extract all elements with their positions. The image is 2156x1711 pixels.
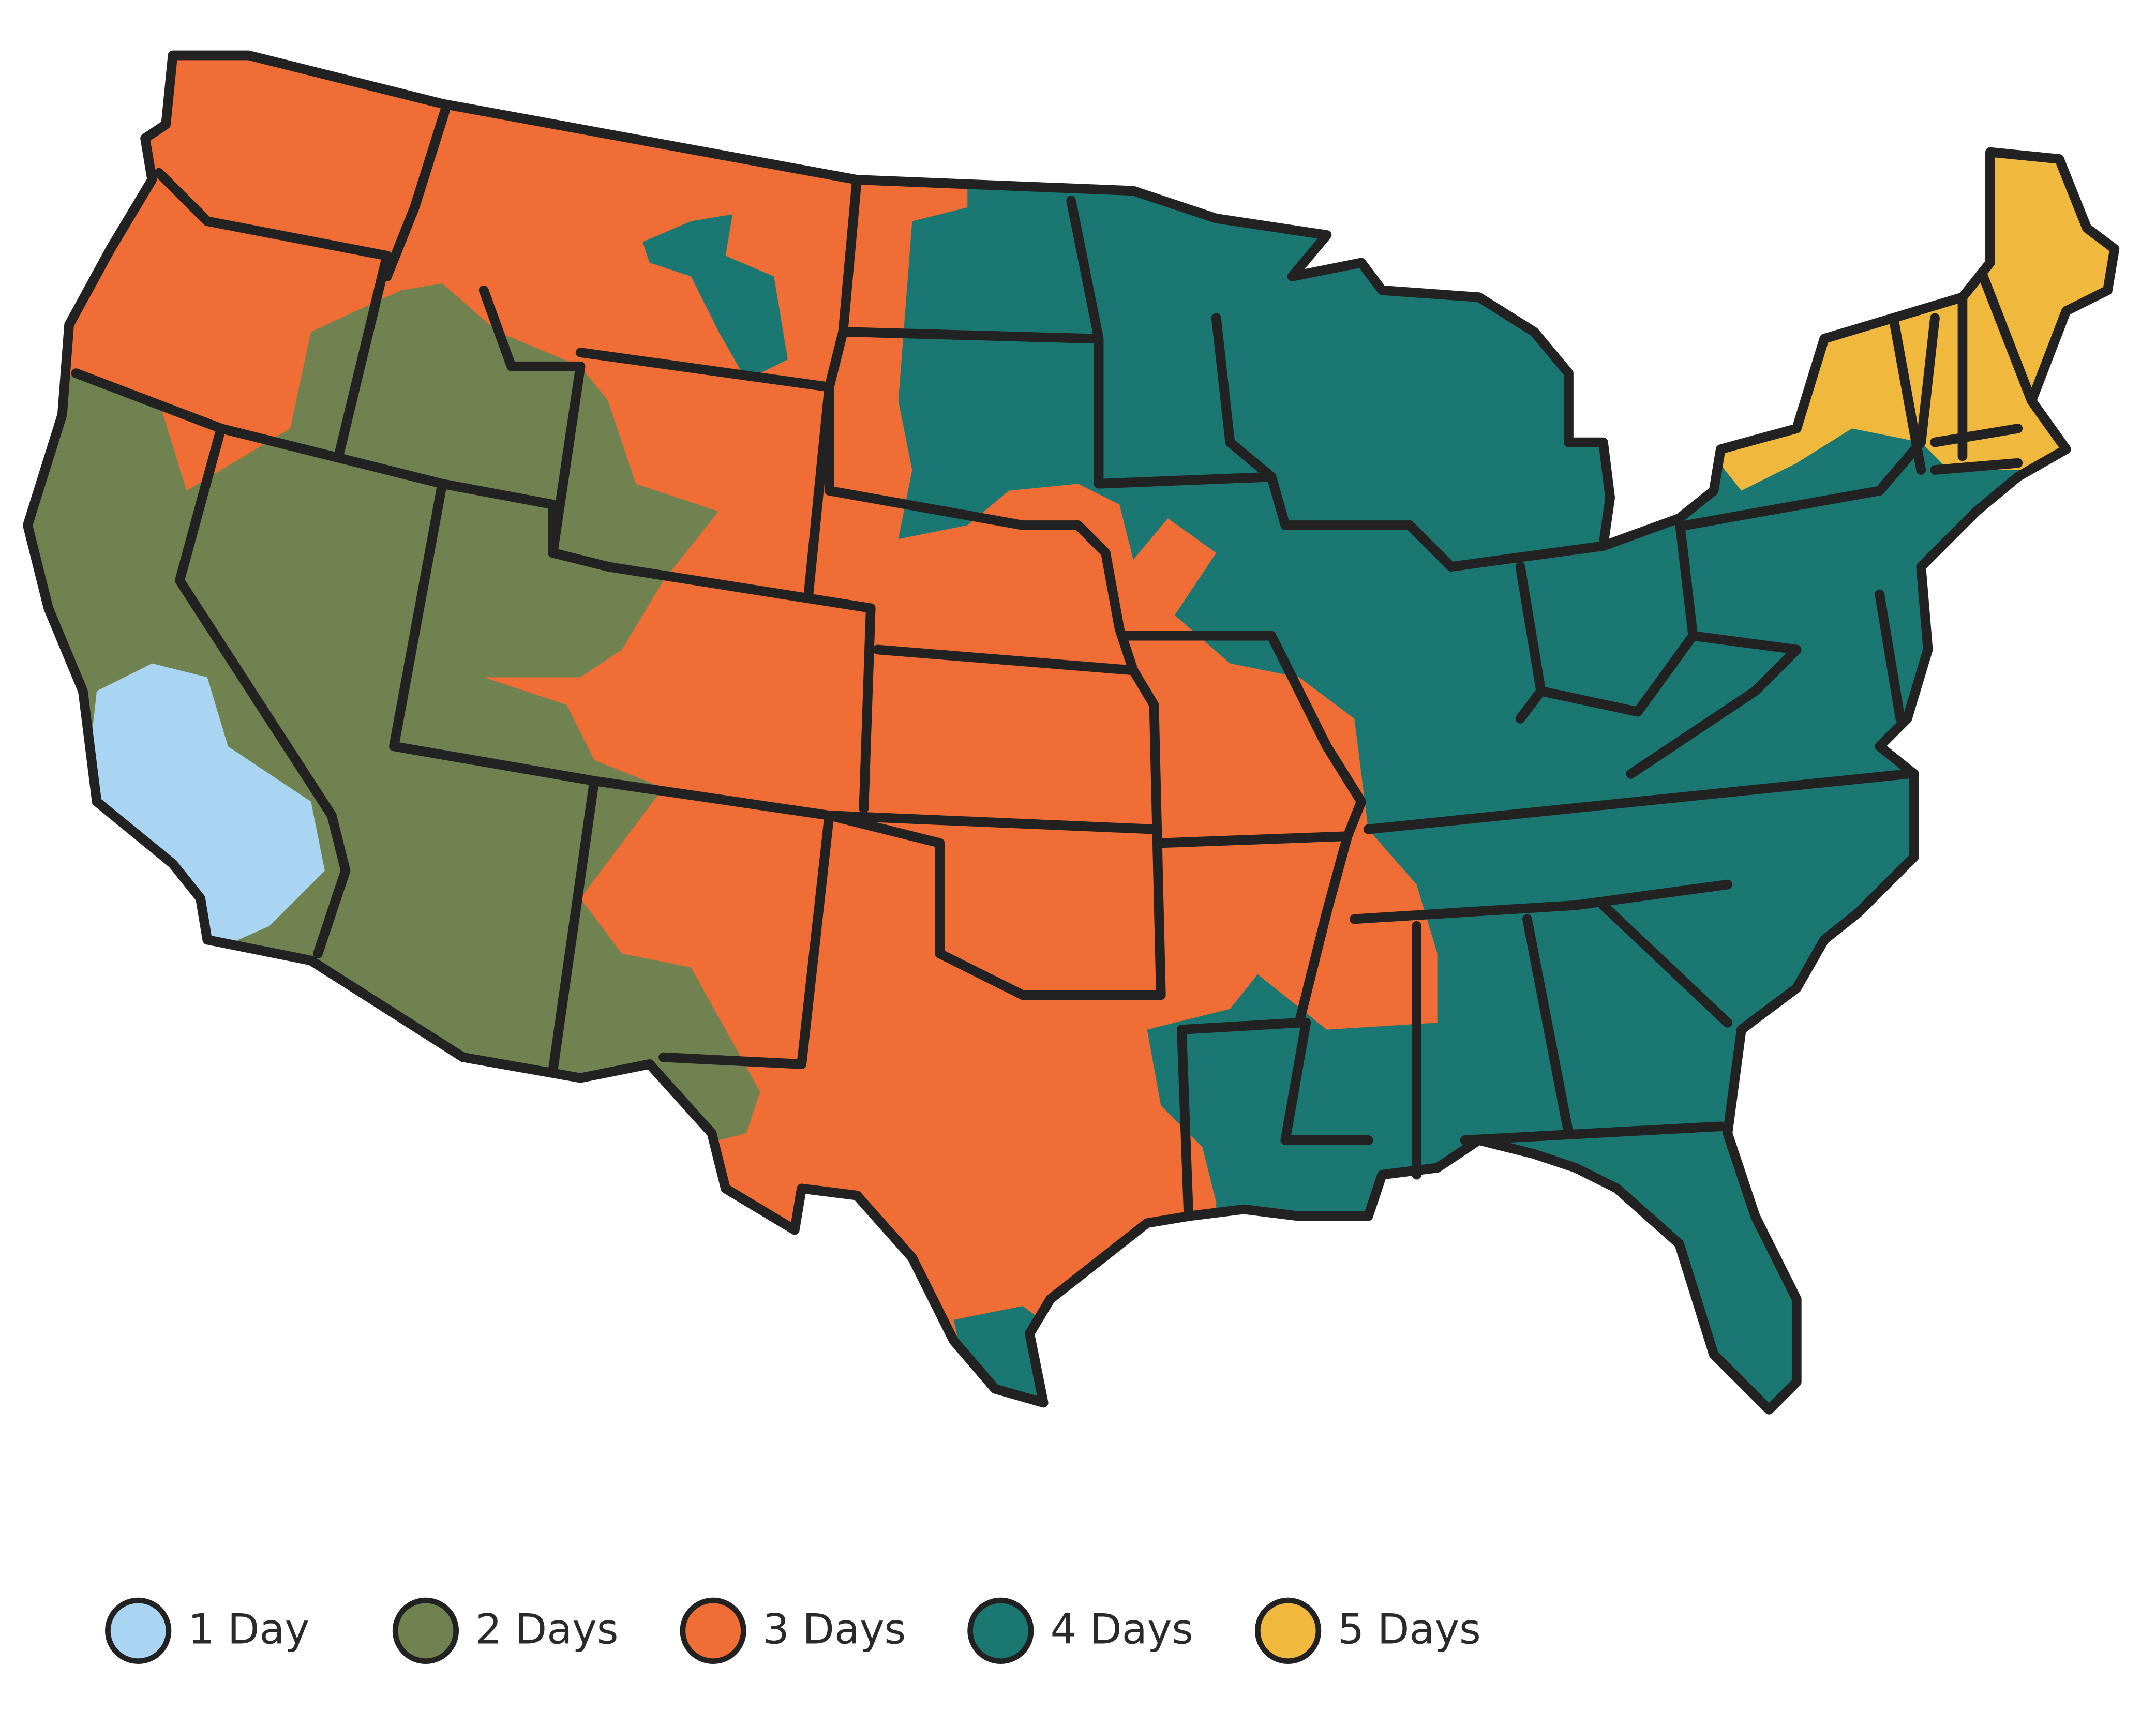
- legend-swatch: [392, 1597, 459, 1664]
- zone-5-days: [1714, 55, 2115, 491]
- legend-swatch: [1254, 1597, 1322, 1664]
- zone-4-days: [642, 214, 788, 380]
- legend-swatch: [967, 1597, 1034, 1664]
- legend-label: 2 Days: [475, 1605, 618, 1654]
- legend-label: 3 Days: [763, 1605, 906, 1654]
- state-lines: [71, 106, 2037, 1221]
- legend: 1 Day 2 Days 3 Days 4 Days 5 Days: [105, 1597, 1481, 1664]
- legend-label: 4 Days: [1051, 1605, 1193, 1654]
- legend-label: 5 Days: [1338, 1605, 1480, 1654]
- legend-label: 1 Day: [188, 1605, 309, 1654]
- legend-swatch: [105, 1597, 172, 1664]
- legend-swatch: [680, 1597, 746, 1664]
- zone-1-day: [83, 663, 325, 954]
